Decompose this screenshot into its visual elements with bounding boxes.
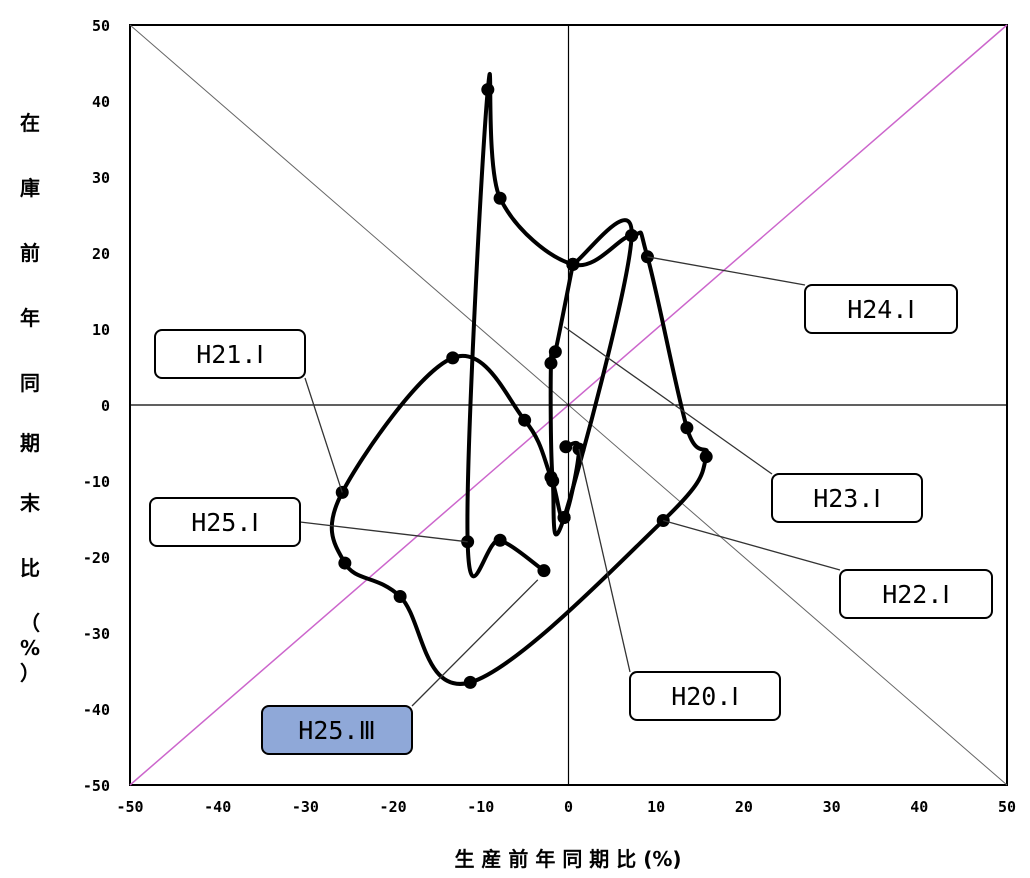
callout-label: H24.Ⅰ — [847, 295, 915, 324]
y-tick-label: -40 — [83, 701, 110, 719]
y-tick-label: 50 — [92, 17, 110, 35]
data-point — [493, 191, 507, 205]
series-line — [329, 71, 709, 686]
y-tick-label: -50 — [83, 777, 110, 795]
callout-box — [804, 284, 958, 334]
data-point — [566, 257, 580, 271]
callout-leader — [411, 579, 539, 707]
y-tick-label: 30 — [92, 169, 110, 187]
y-tick-label: -20 — [83, 549, 110, 567]
callout-leader — [578, 448, 631, 673]
data-point — [493, 533, 507, 547]
callout-leader — [663, 519, 841, 571]
x-tick-label: -30 — [292, 798, 319, 816]
y-axis-label-char: 年 — [20, 306, 40, 330]
x-tick-label: -40 — [204, 798, 231, 816]
callout-box — [261, 705, 413, 755]
data-point — [557, 510, 571, 524]
callout-leader — [563, 326, 773, 475]
y-axis-label-char: 比 — [20, 556, 40, 580]
y-axis-label-char: 期 — [20, 431, 40, 455]
y-axis-label-char: 末 — [20, 491, 41, 515]
zero-axes — [130, 25, 1007, 785]
data-point — [446, 351, 460, 365]
callout-box — [149, 497, 301, 547]
y-tick-labels: 50 40 30 20 10 0 -10 -20 -30 -40 -50 — [83, 17, 110, 795]
callout-box — [839, 569, 993, 619]
callout-box — [154, 329, 306, 379]
y-axis-label-char: 前 — [20, 241, 40, 265]
callout-label: H20.Ⅰ — [671, 682, 739, 711]
data-point — [463, 675, 477, 689]
y-tick-label: -10 — [83, 473, 110, 491]
callout-label: H21.Ⅰ — [196, 340, 264, 369]
callout-box — [771, 473, 923, 523]
y-axis-label-char: （ — [20, 611, 40, 635]
x-axis-label: 生 産 前 年 同 期 比 (%) — [454, 847, 681, 871]
x-tick-label: 30 — [823, 798, 841, 816]
y-axis-label-char: ） — [20, 661, 40, 685]
x-tick-label: 40 — [910, 798, 928, 816]
data-point — [680, 421, 694, 435]
y-axis-label-char: % — [20, 636, 40, 660]
data-point — [481, 83, 495, 97]
data-point — [393, 590, 407, 604]
data-point — [537, 564, 551, 578]
x-tick-labels: -50 -40 -30 -20 -10 0 10 20 30 40 50 — [116, 798, 1016, 816]
y-tick-label: 0 — [101, 397, 110, 415]
callouts-layer: H24.Ⅰ H21.Ⅰ H23.Ⅰ H25.Ⅰ H22.Ⅰ H20.Ⅰ H25.Ⅲ — [149, 256, 993, 755]
x-tick-label: -50 — [116, 798, 143, 816]
y-axis-label-char: 同 — [20, 371, 40, 395]
x-tick-label: 50 — [998, 798, 1016, 816]
x-tick-label: -10 — [467, 798, 494, 816]
callout-label: H25.Ⅲ — [298, 716, 375, 745]
y-tick-label: 40 — [92, 93, 110, 111]
data-point — [625, 229, 639, 243]
data-point — [559, 440, 573, 454]
callout-box — [629, 671, 781, 721]
callout-leader — [304, 377, 343, 493]
data-point — [544, 356, 558, 370]
x-tick-label: 20 — [735, 798, 753, 816]
data-point — [338, 556, 352, 570]
y-axis-label-char: 在 — [20, 111, 40, 135]
x-tick-label: -20 — [380, 798, 407, 816]
data-point — [546, 474, 560, 488]
data-point — [518, 413, 532, 427]
y-tick-label: 20 — [92, 245, 110, 263]
x-tick-label: 10 — [647, 798, 665, 816]
callout-label: H23.Ⅰ — [813, 484, 881, 513]
callout-label: H22.Ⅰ — [882, 580, 950, 609]
callout-leader — [647, 256, 806, 286]
y-tick-label: -30 — [83, 625, 110, 643]
data-point — [699, 450, 713, 464]
x-tick-label: 0 — [564, 798, 573, 816]
y-axis-label-char: 庫 — [20, 176, 40, 200]
y-tick-label: 10 — [92, 321, 110, 339]
callout-leader — [299, 521, 468, 543]
series-layer — [329, 71, 713, 689]
data-point — [548, 345, 562, 359]
callout-label: H25.Ⅰ — [191, 508, 259, 537]
